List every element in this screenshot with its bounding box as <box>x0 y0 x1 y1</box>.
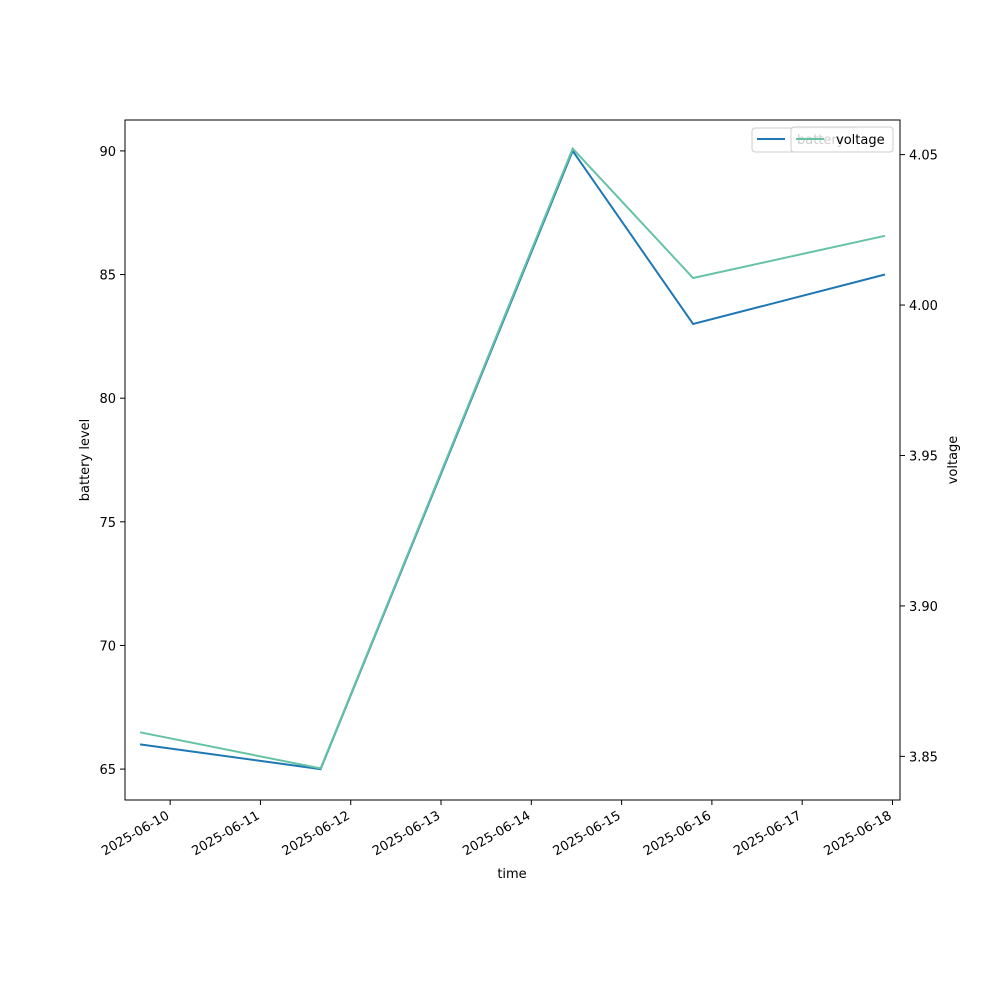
series-line-battery <box>139 148 886 771</box>
plot-frame <box>124 119 901 801</box>
x-axis: 2025-06-10 2025-06-11 2025-06-12 2025-06-13… <box>99 800 894 859</box>
x-tick-label: 2025-06-15 <box>551 808 624 859</box>
left-y-tick-label: 70 <box>99 639 116 654</box>
right-y-tick-label: 3.85 <box>909 750 938 765</box>
series-line-voltage <box>139 146 886 770</box>
left-y-axis-label: battery level <box>78 419 93 502</box>
x-tick-label: 2025-06-16 <box>641 808 714 859</box>
x-tick-label: 2025-06-14 <box>460 808 533 859</box>
legend-voltage: voltage <box>790 126 894 153</box>
legend-voltage-label: voltage <box>836 133 885 148</box>
left-y-tick-label: 85 <box>99 269 116 284</box>
left-y-tick-label: 65 <box>99 763 116 778</box>
right-y-tick-label: 3.90 <box>909 600 938 615</box>
left-y-tick-label: 75 <box>99 516 116 531</box>
legend-voltage-box <box>790 126 894 153</box>
x-tick-label: 2025-06-18 <box>822 808 895 859</box>
x-tick-label: 2025-06-13 <box>370 808 443 859</box>
x-axis-label: time <box>497 867 526 882</box>
right-y-tick-label: 3.95 <box>909 449 938 464</box>
right-y-tick-label: 4.05 <box>909 149 938 164</box>
right-y-axis: 3.85 3.90 3.95 4.00 4.05 <box>900 149 938 765</box>
x-tick-label: 2025-06-17 <box>731 808 804 859</box>
right-y-axis-label: voltage <box>946 436 961 485</box>
left-y-tick-label: 90 <box>99 145 116 160</box>
right-y-tick-label: 4.00 <box>909 299 938 314</box>
x-tick-label: 2025-06-10 <box>99 808 172 859</box>
left-y-tick-label: 80 <box>99 392 116 407</box>
x-tick-label: 2025-06-11 <box>189 808 262 859</box>
left-y-axis: 65 70 75 80 85 90 <box>99 145 125 778</box>
x-tick-label: 2025-06-12 <box>280 808 353 859</box>
series-lines <box>139 146 886 771</box>
